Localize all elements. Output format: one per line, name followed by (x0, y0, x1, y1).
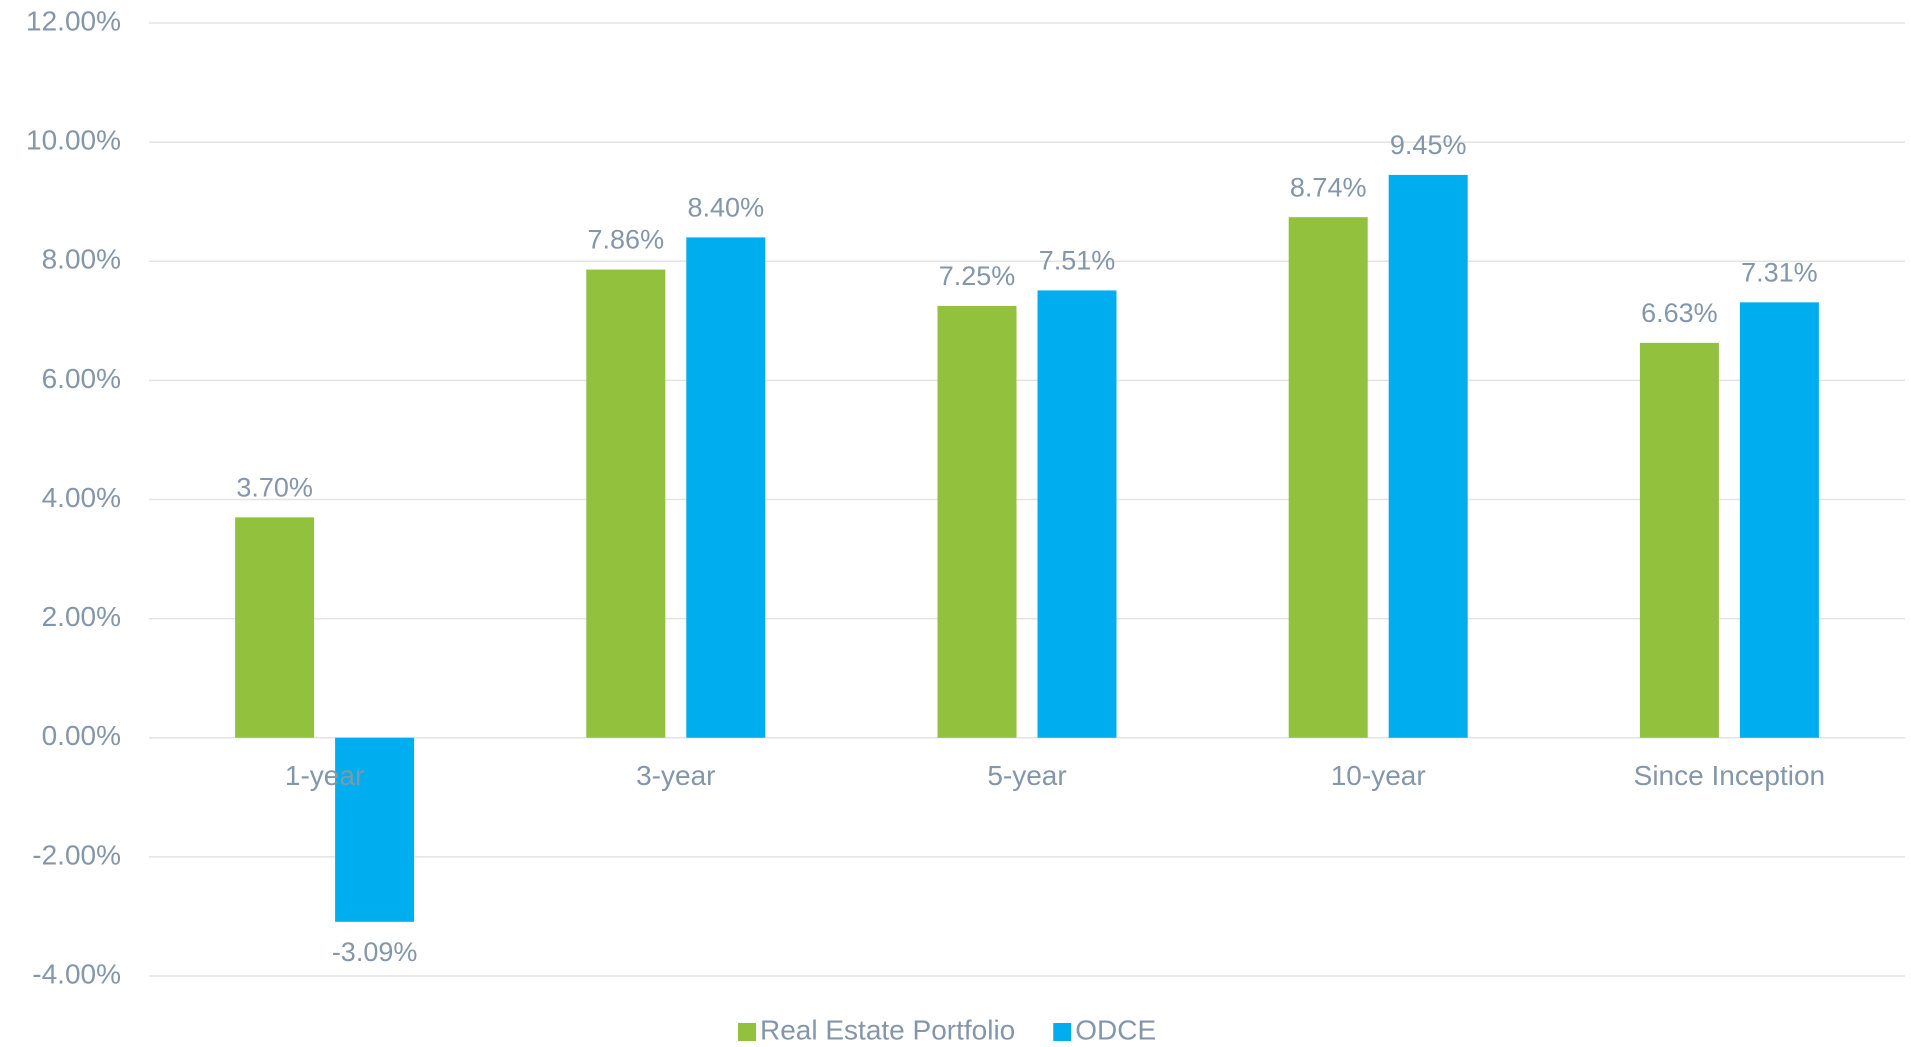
y-tick-label: 2.00% (42, 601, 121, 632)
y-tick-label: 4.00% (42, 482, 121, 513)
data-label: 8.74% (1290, 172, 1367, 202)
y-tick-label: 6.00% (42, 363, 121, 394)
x-tick-label: 10-year (1331, 760, 1426, 791)
bar (235, 517, 315, 738)
data-label: 8.40% (688, 193, 765, 223)
legend-swatch (1053, 1023, 1072, 1041)
y-tick-label: 10.00% (26, 125, 121, 156)
bar (586, 269, 666, 738)
y-tick-label: 12.00% (26, 5, 121, 36)
legend-label: ODCE (1075, 1014, 1156, 1045)
bar (1388, 174, 1468, 738)
data-label: 7.86% (588, 225, 665, 255)
data-label: 7.31% (1741, 257, 1818, 287)
data-label: 7.25% (939, 261, 1016, 291)
x-tick-label: 1-year (285, 760, 364, 791)
x-tick-label: 5-year (987, 760, 1066, 791)
legend-label: Real Estate Portfolio (760, 1014, 1015, 1045)
x-tick-label: Since Inception (1634, 760, 1825, 791)
bar (1639, 342, 1719, 738)
y-tick-label: 0.00% (42, 720, 121, 751)
data-label: 9.45% (1390, 130, 1467, 160)
y-tick-label: -2.00% (32, 839, 121, 870)
bar (1288, 217, 1368, 738)
bar (335, 737, 415, 922)
y-tick-label: -4.00% (32, 958, 121, 989)
data-label: 3.70% (236, 472, 313, 502)
data-label: 6.63% (1641, 298, 1718, 328)
bar (686, 237, 766, 738)
bar (1739, 302, 1819, 738)
y-tick-label: 8.00% (42, 244, 121, 275)
legend-swatch (738, 1023, 756, 1041)
bar (1037, 290, 1117, 738)
data-label: 7.51% (1039, 246, 1116, 276)
bar (937, 305, 1017, 738)
x-tick-label: 3-year (636, 760, 715, 791)
data-label: -3.09% (332, 937, 418, 967)
